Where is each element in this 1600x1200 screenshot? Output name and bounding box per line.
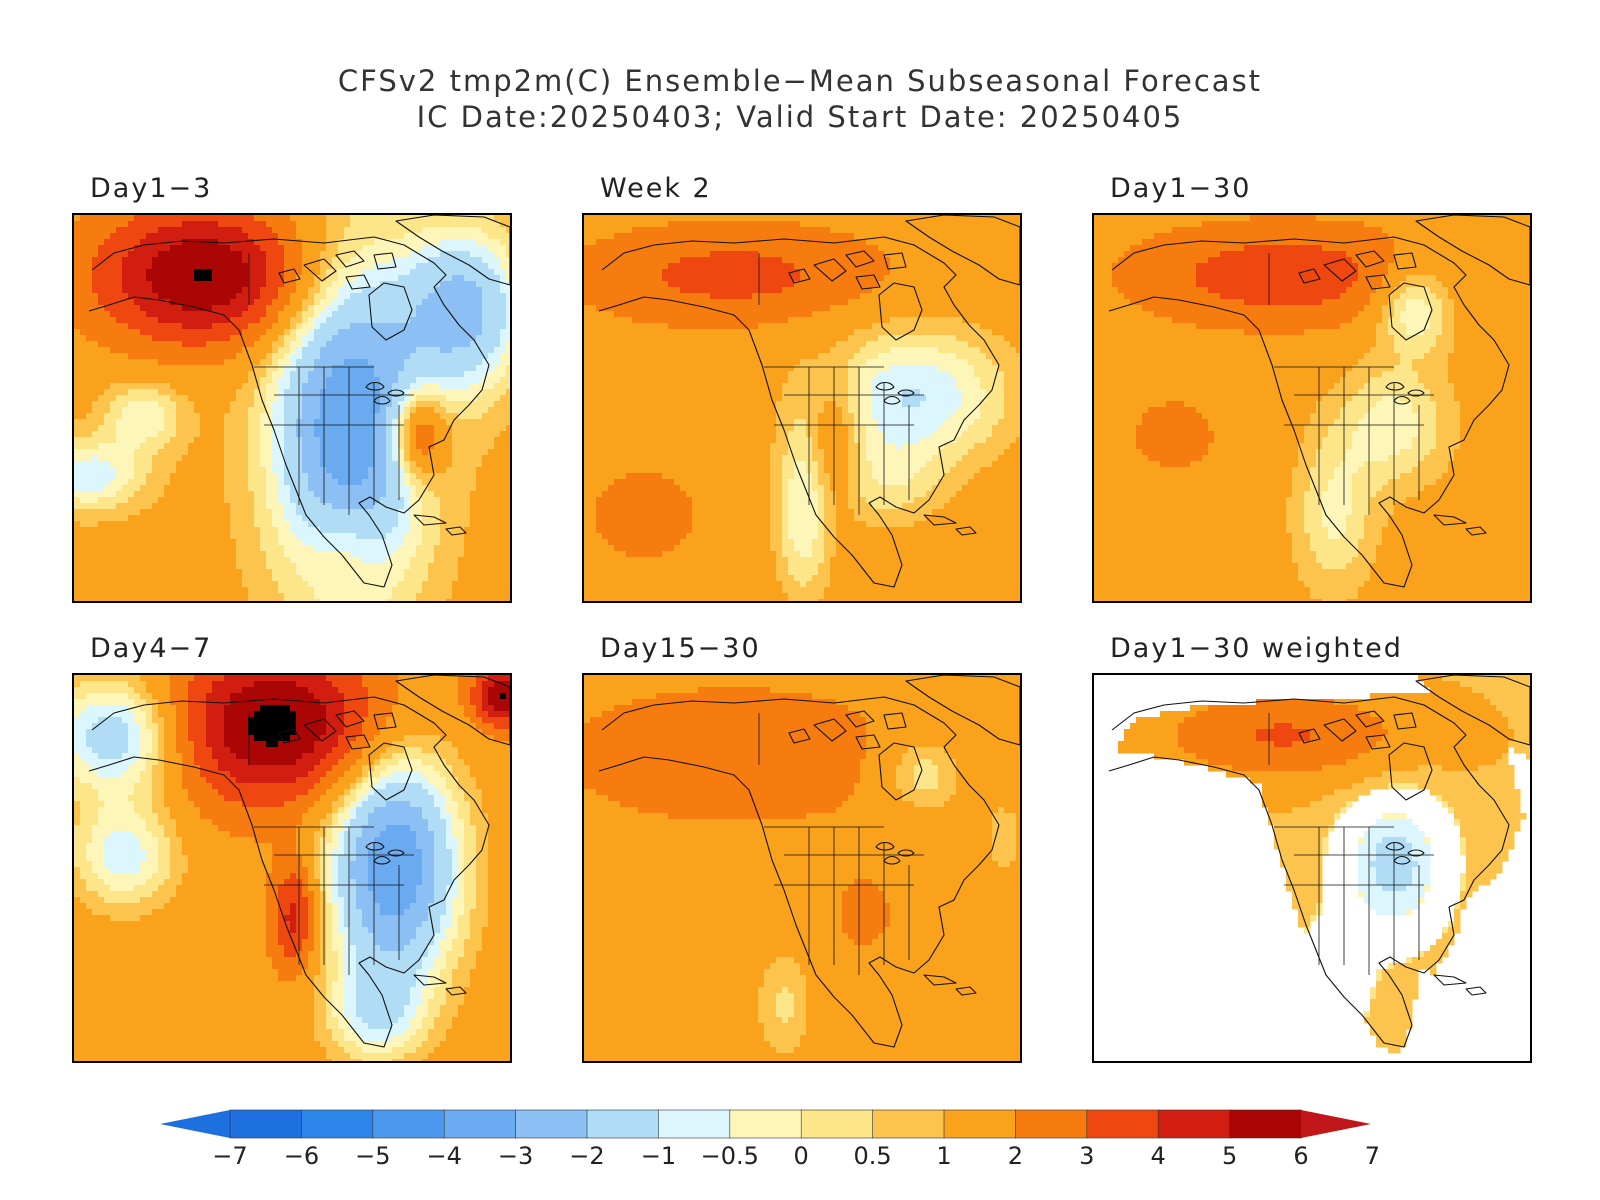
colorbar-legend: −7 −6 −5 −4 −3 −2 −1 −0.5 0 0.5 1 2 3 4 5 6 7 [160, 1109, 1380, 1170]
forecast-map [1108, 675, 1530, 1054]
forecast-map [74, 675, 510, 1061]
colorbar-tick-label: 4 [1151, 1142, 1166, 1170]
colorbar-segment [729, 1109, 802, 1139]
colorbar-segment [443, 1109, 517, 1139]
colorbar-tick-label: 3 [1079, 1142, 1094, 1170]
colorbar-segment [515, 1109, 588, 1139]
map-week-2 [582, 213, 1022, 603]
colorbar-high-arrow [1301, 1110, 1371, 1138]
colorbar-segment [372, 1109, 446, 1139]
colorbar-segment [872, 1109, 945, 1139]
colorbar-tick-label: 1 [936, 1142, 951, 1170]
map-day1-30-weighted [1092, 673, 1532, 1063]
colorbar-segment [1157, 1109, 1231, 1139]
panel-label: Day4−7 [90, 633, 212, 664]
map-day15-30 [582, 673, 1022, 1063]
panel-label: Day15−30 [600, 633, 761, 664]
colorbar-tick-label: 2 [1008, 1142, 1023, 1170]
panel-label: Day1−3 [90, 173, 212, 204]
panel-label: Day1−30 weighted [1110, 633, 1403, 664]
colorbar-tick-label: −7 [212, 1142, 247, 1170]
colorbar-segment [658, 1109, 731, 1139]
forecast-map [584, 675, 1020, 1061]
colorbar-tick-label: 0 [794, 1142, 809, 1170]
colorbar-segment [1015, 1109, 1088, 1139]
colorbar-segment [1086, 1109, 1159, 1139]
colorbar-tick-label: 7 [1365, 1142, 1380, 1170]
colorbar-tick-label: −3 [498, 1142, 533, 1170]
colorbar-tick-label: −5 [355, 1142, 390, 1170]
figure-title: CFSv2 tmp2m(C) Ensemble−Mean Subseasonal… [0, 64, 1600, 98]
colorbar-segment [301, 1109, 374, 1139]
colorbar-tick-label: −2 [569, 1142, 604, 1170]
colorbar-low-arrow [160, 1110, 230, 1138]
colorbar-tick-label: 0.5 [854, 1142, 892, 1170]
colorbar-segment [229, 1109, 303, 1139]
map-day4-7 [72, 673, 512, 1063]
forecast-map [1094, 215, 1530, 601]
colorbar-tick-label: −0.5 [701, 1142, 759, 1170]
colorbar-segment [586, 1109, 660, 1139]
forecast-map [74, 215, 510, 601]
colorbar-tick-label: −1 [641, 1142, 676, 1170]
map-day1-30 [1092, 213, 1532, 603]
forecast-map [584, 215, 1020, 601]
colorbar-tick-label: −4 [427, 1142, 462, 1170]
colorbar-tick-label: 5 [1222, 1142, 1237, 1170]
colorbar-segment [943, 1109, 1017, 1139]
colorbar-segment [800, 1109, 874, 1139]
colorbar-tick-label: −6 [284, 1142, 319, 1170]
panel-label: Day1−30 [1110, 173, 1251, 204]
panel-label: Week 2 [600, 173, 712, 204]
map-day1-3 [72, 213, 512, 603]
colorbar-segment [1229, 1109, 1302, 1139]
figure-subtitle: IC Date:20250403; Valid Start Date: 2025… [0, 100, 1600, 134]
colorbar-tick-label: 6 [1293, 1142, 1308, 1170]
